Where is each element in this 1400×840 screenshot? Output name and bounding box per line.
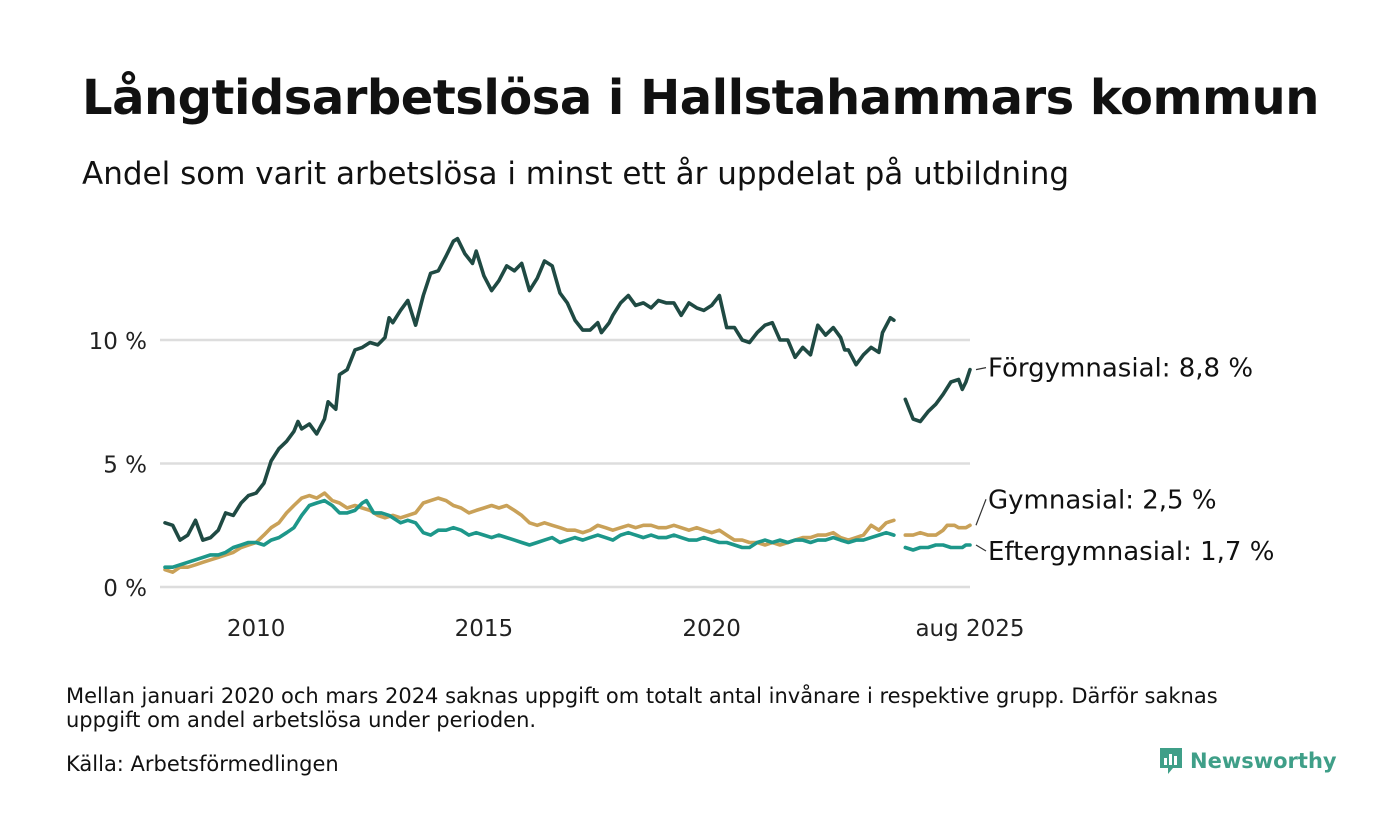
newsworthy-logo-icon bbox=[1160, 748, 1182, 774]
x-tick-label: 2015 bbox=[455, 616, 514, 642]
brand-logo[interactable]: Newsworthy bbox=[1158, 746, 1337, 776]
series-end-label: Gymnasial: 2,5 % bbox=[988, 485, 1217, 515]
series-end-label: Eftergymnasial: 1,7 % bbox=[988, 537, 1274, 567]
chart-title: Långtidsarbetslösa i Hallstahammars komm… bbox=[82, 70, 1319, 126]
series-lines bbox=[163, 236, 972, 574]
x-axis-ticks: 2010 2015 2020 aug 2025 bbox=[227, 616, 1025, 642]
y-tick-label: 0 % bbox=[103, 576, 147, 602]
series-line-förgymnasial bbox=[903, 367, 972, 424]
x-tick-label: 2020 bbox=[682, 616, 741, 642]
series-end-label: Förgymnasial: 8,8 % bbox=[988, 354, 1253, 384]
chart-source: Källa: Arbetsförmedlingen bbox=[66, 752, 339, 776]
brand-name: Newsworthy bbox=[1190, 749, 1337, 773]
series-line-förgymnasial bbox=[163, 236, 896, 542]
x-tick-label: 2010 bbox=[227, 616, 286, 642]
chart-footnote: Mellan januari 2020 och mars 2024 saknas… bbox=[66, 684, 1218, 732]
gridlines bbox=[160, 338, 970, 589]
series-end-labels: Förgymnasial: 8,8 % Gymnasial: 2,5 % Efter… bbox=[975, 354, 1274, 567]
chart-subtitle: Andel som varit arbetslösa i minst ett å… bbox=[82, 156, 1070, 192]
series-line-gymnasial bbox=[903, 523, 972, 537]
line-chart: 0 % 5 % 10 % 2010 2015 2020 aug 2025 Förgymna… bbox=[89, 236, 1274, 642]
y-tick-label: 10 % bbox=[89, 329, 147, 355]
y-tick-label: 5 % bbox=[103, 453, 147, 479]
x-tick-label: aug 2025 bbox=[915, 616, 1024, 642]
series-line-eftergymnasial bbox=[903, 543, 972, 552]
series-line-gymnasial bbox=[163, 491, 896, 574]
y-axis-ticks: 0 % 5 % 10 % bbox=[89, 329, 147, 602]
label-leader-line bbox=[975, 544, 987, 552]
label-leader-line bbox=[975, 499, 987, 526]
label-leader-line bbox=[975, 367, 987, 371]
series-line-eftergymnasial bbox=[163, 498, 896, 569]
